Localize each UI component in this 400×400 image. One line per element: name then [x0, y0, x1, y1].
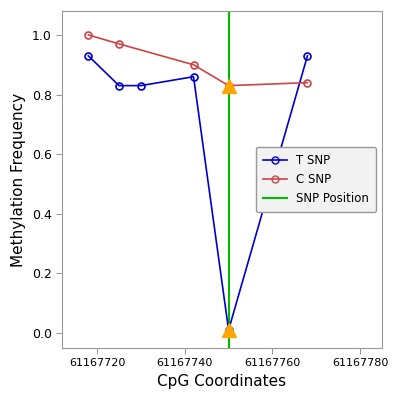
X-axis label: CpG Coordinates: CpG Coordinates — [158, 374, 286, 389]
Legend: T SNP, C SNP, SNP Position: T SNP, C SNP, SNP Position — [256, 147, 376, 212]
Y-axis label: Methylation Frequency: Methylation Frequency — [11, 92, 26, 266]
